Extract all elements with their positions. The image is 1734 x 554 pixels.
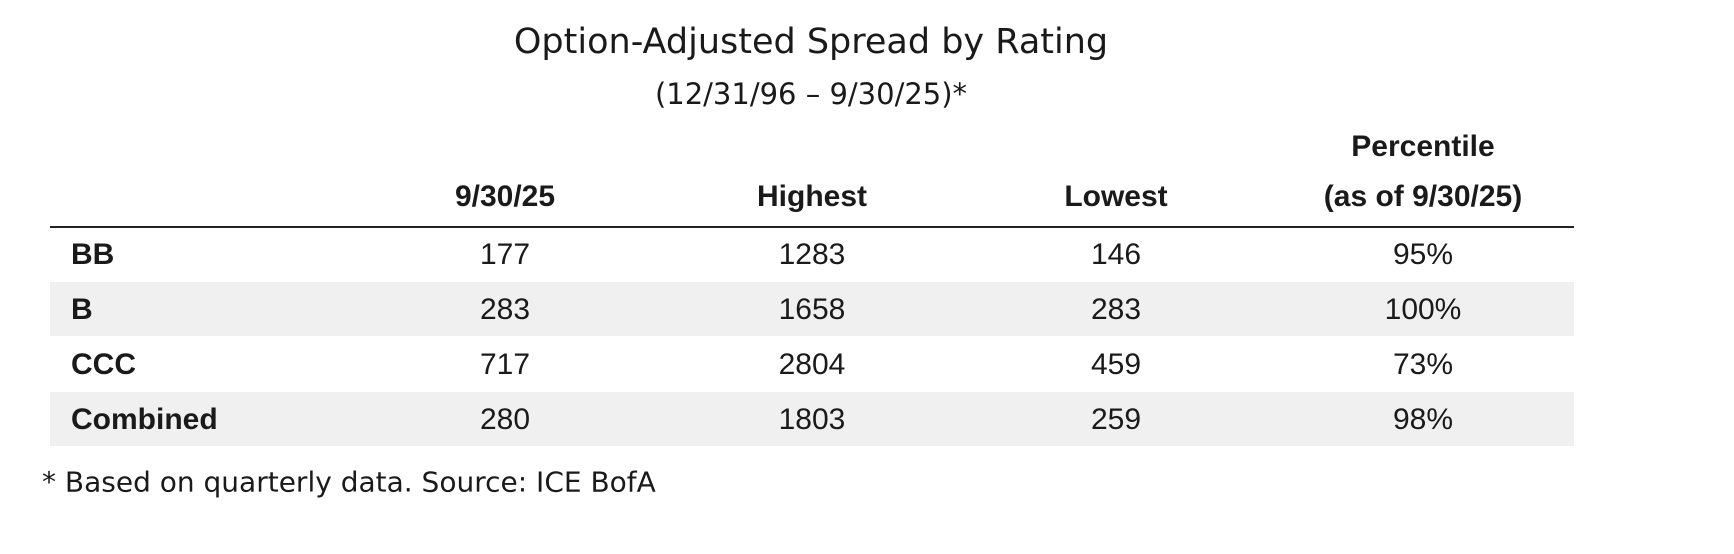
row-shade <box>50 392 1574 446</box>
column-header: Highest <box>756 180 868 213</box>
row-shade <box>50 282 1574 336</box>
cell: 177 <box>479 237 531 271</box>
cell: 283 <box>479 292 531 326</box>
cell: 1283 <box>778 237 846 271</box>
cell: 2804 <box>778 347 846 381</box>
column-header: Lowest <box>1064 180 1168 213</box>
footnote: * Based on quarterly data. Source: ICE B… <box>42 465 656 499</box>
cell: 259 <box>1090 402 1142 436</box>
cell: 98% <box>1392 402 1454 436</box>
cell: 100% <box>1384 292 1462 326</box>
title: Option-Adjusted Spread by Rating <box>513 22 1109 62</box>
row-label: BB <box>71 237 115 271</box>
row-label: B <box>71 292 93 326</box>
cell: 1803 <box>778 402 846 436</box>
column-header: 9/30/25 <box>454 180 556 213</box>
column-header: Percentile <box>1351 130 1495 163</box>
row-label: CCC <box>71 347 136 381</box>
cell: 146 <box>1090 237 1142 271</box>
cell: 717 <box>479 347 531 381</box>
cell: 283 <box>1090 292 1142 326</box>
subtitle: (12/31/96 – 9/30/25)* <box>654 77 968 111</box>
cell: 95% <box>1392 237 1454 271</box>
header-rule <box>50 226 1574 228</box>
column-header: (as of 9/30/25) <box>1323 180 1523 213</box>
row-label: Combined <box>71 402 218 436</box>
cell: 1658 <box>778 292 846 326</box>
cell: 73% <box>1392 347 1454 381</box>
cell: 280 <box>479 402 531 436</box>
cell: 459 <box>1090 347 1142 381</box>
